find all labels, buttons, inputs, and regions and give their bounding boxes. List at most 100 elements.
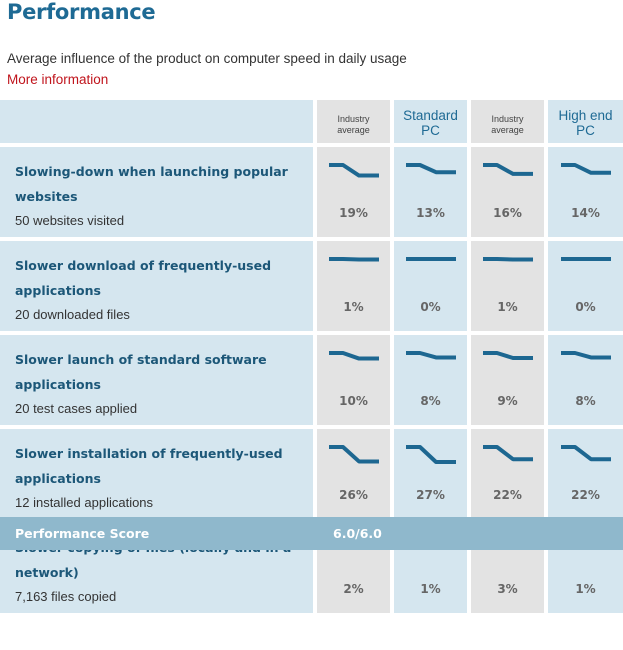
value-text: 22% — [571, 488, 600, 502]
header-industry-average-1: Industry average — [317, 100, 390, 143]
row-subtitle: 7,163 files copied — [15, 589, 117, 604]
impact-sparkline-icon — [406, 163, 456, 175]
value-text: 16% — [493, 206, 522, 220]
row-subtitle: 20 test cases applied — [15, 401, 138, 416]
header-line1: Standard — [403, 108, 458, 123]
value-text: 0% — [575, 300, 596, 314]
more-information-link[interactable]: More information — [7, 72, 109, 87]
sparkline-path — [561, 163, 611, 175]
header-line1: High end — [558, 108, 613, 123]
table-row: Slower installation of frequently-used a… — [0, 429, 623, 519]
sparkline-path — [329, 257, 379, 262]
row-label-cell: Slower installation of frequently-used a… — [0, 429, 313, 519]
value-text: 2% — [343, 582, 364, 596]
value-cell: 1% — [471, 241, 544, 331]
header-industry-average-2: Industry average — [471, 100, 544, 143]
value-cell: 19% — [317, 147, 390, 237]
impact-sparkline-icon — [329, 163, 379, 178]
impact-sparkline-icon — [329, 351, 379, 361]
sparkline-path — [483, 163, 533, 176]
header-standard-pc: Standard PC — [394, 100, 467, 143]
impact-sparkline-icon — [483, 351, 533, 360]
impact-sparkline-icon — [561, 257, 611, 261]
impact-sparkline-icon — [329, 445, 379, 464]
sparkline-path — [406, 163, 456, 175]
value-text: 26% — [339, 488, 368, 502]
value-text: 1% — [343, 300, 364, 314]
row-label-cell: Slowing-down when launching popular webs… — [0, 147, 313, 237]
value-cell: 9% — [471, 335, 544, 425]
value-text: 9% — [497, 394, 518, 408]
value-cell: 14% — [548, 147, 623, 237]
sparkline-path — [483, 351, 533, 360]
value-cell: 1% — [317, 241, 390, 331]
value-cell: 13% — [394, 147, 467, 237]
page-title: Performance — [7, 0, 156, 24]
value-cell: 8% — [394, 335, 467, 425]
row-subtitle: 12 installed applications — [15, 495, 154, 510]
sparkline-path — [329, 445, 379, 464]
value-cell: 16% — [471, 147, 544, 237]
impact-sparkline-icon — [483, 163, 533, 176]
header-line2: average — [491, 125, 524, 135]
value-text: 0% — [420, 300, 441, 314]
impact-sparkline-icon — [561, 351, 611, 360]
value-text: 1% — [420, 582, 441, 596]
row-label-cell: Slower download of frequently-used appli… — [0, 241, 313, 331]
header-label-cell — [0, 100, 313, 143]
sparkline-path — [329, 163, 379, 178]
row-title: Slower installation of frequently-used a… — [15, 446, 283, 486]
impact-sparkline-icon — [406, 351, 456, 360]
value-text: 8% — [420, 394, 441, 408]
value-text: 8% — [575, 394, 596, 408]
row-label-cell: Slower launch of standard software appli… — [0, 335, 313, 425]
impact-sparkline-icon — [561, 163, 611, 175]
value-cell: 22% — [548, 429, 623, 519]
value-cell: 0% — [548, 241, 623, 331]
row-title: Slower download of frequently-used appli… — [15, 258, 272, 298]
header-line2: average — [337, 125, 370, 135]
sparkline-path — [483, 257, 533, 262]
sparkline-path — [406, 351, 456, 360]
sparkline-path — [561, 351, 611, 360]
row-subtitle: 50 websites visited — [15, 213, 125, 228]
row-title: Slower launch of standard software appli… — [15, 352, 267, 392]
value-text: 3% — [497, 582, 518, 596]
value-text: 13% — [416, 206, 445, 220]
table-row: Slower download of frequently-used appli… — [0, 241, 623, 331]
page-subtitle: Average influence of the product on comp… — [7, 51, 407, 66]
impact-sparkline-icon — [483, 445, 533, 462]
table-header-row: Industry average Standard PC Industry avera… — [0, 100, 623, 143]
sparkline-path — [483, 445, 533, 462]
performance-score-bar: Performance Score 6.0/6.0 — [0, 517, 623, 550]
header-high-end-pc: High end PC — [548, 100, 623, 143]
sparkline-path — [329, 351, 379, 361]
sparkline-path — [561, 445, 611, 462]
impact-sparkline-icon — [406, 445, 456, 464]
performance-score-label: Performance Score — [15, 526, 150, 541]
value-cell: 0% — [394, 241, 467, 331]
value-text: 14% — [571, 206, 600, 220]
value-cell: 26% — [317, 429, 390, 519]
value-cell: 10% — [317, 335, 390, 425]
table-row: Slower launch of standard software appli… — [0, 335, 623, 425]
value-cell: 8% — [548, 335, 623, 425]
row-subtitle: 20 downloaded files — [15, 307, 130, 322]
value-cell: 27% — [394, 429, 467, 519]
value-text: 22% — [493, 488, 522, 502]
header-line1: Industry — [337, 114, 370, 124]
value-cell: 22% — [471, 429, 544, 519]
header-line1: Industry — [491, 114, 524, 124]
value-text: 19% — [339, 206, 368, 220]
header-line2: PC — [421, 123, 440, 138]
impact-sparkline-icon — [561, 445, 611, 462]
table-row: Slowing-down when launching popular webs… — [0, 147, 623, 237]
impact-sparkline-icon — [329, 257, 379, 262]
sparkline-path — [406, 445, 456, 464]
impact-sparkline-icon — [406, 257, 456, 261]
performance-score-value: 6.0/6.0 — [333, 526, 382, 541]
header-line2: PC — [576, 123, 595, 138]
value-text: 1% — [497, 300, 518, 314]
value-text: 27% — [416, 488, 445, 502]
impact-sparkline-icon — [483, 257, 533, 262]
